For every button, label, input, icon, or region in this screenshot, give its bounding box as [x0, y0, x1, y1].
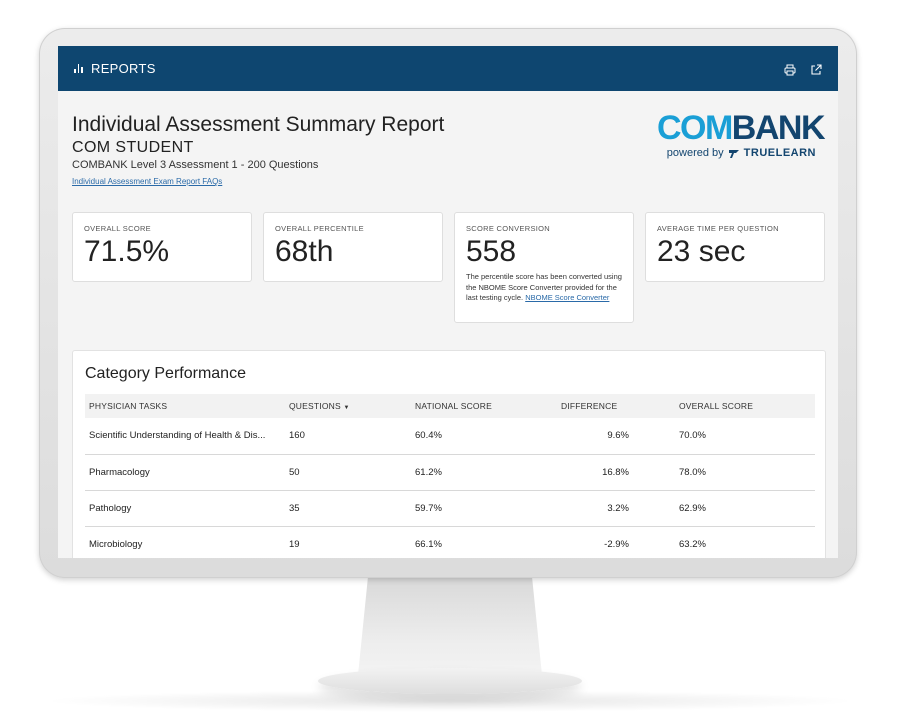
- table-header-row: PHYSICIAN TASKS QUESTIONS ▼ NATIONAL SCO…: [85, 394, 815, 418]
- monitor-stand-base: [318, 668, 582, 694]
- sort-down-icon: ▼: [343, 405, 350, 411]
- table-row[interactable]: Pharmacology 50 61.2% 16.8% 78.0%: [85, 454, 815, 491]
- screen: REPORTS Individual Assessment Summary Re…: [58, 46, 838, 558]
- faq-link[interactable]: Individual Assessment Exam Report FAQs: [72, 177, 223, 186]
- monitor-stand-neck: [357, 575, 543, 685]
- col-physician-tasks[interactable]: PHYSICIAN TASKS: [89, 401, 168, 411]
- assessment-name: COMBANK Level 3 Assessment 1 - 200 Quest…: [72, 159, 319, 171]
- table-row[interactable]: Microbiology 19 66.1% -2.9% 63.2%: [85, 526, 815, 558]
- category-performance-panel: Category Performance PHYSICIAN TASKS QUE…: [72, 350, 826, 558]
- table-row[interactable]: Scientific Understanding of Health & Dis…: [85, 418, 815, 455]
- combank-logo: COMBANK powered by TRUELEARN: [656, 109, 826, 159]
- score-cards: OVERALL SCORE 71.5% OVERALL PERCENTILE 6…: [72, 212, 826, 324]
- col-difference[interactable]: DIFFERENCE: [561, 401, 618, 411]
- col-overall-score[interactable]: OVERALL SCORE: [679, 401, 754, 411]
- overall-percentile-card: OVERALL PERCENTILE 68th: [263, 212, 443, 282]
- overall-score-card: OVERALL SCORE 71.5%: [72, 212, 252, 282]
- col-questions[interactable]: QUESTIONS ▼: [289, 401, 350, 411]
- floor-shadow: [40, 690, 860, 712]
- table-row[interactable]: Pathology 35 59.7% 3.2% 62.9%: [85, 490, 815, 527]
- page-title: Individual Assessment Summary Report: [72, 113, 445, 136]
- reports-label: REPORTS: [91, 61, 156, 76]
- external-link-icon[interactable]: [810, 63, 822, 75]
- average-time-card: AVERAGE TIME PER QUESTION 23 sec: [645, 212, 825, 282]
- top-bar: REPORTS: [58, 46, 838, 91]
- student-name: COM STUDENT: [72, 139, 194, 156]
- reports-button[interactable]: REPORTS: [74, 61, 156, 76]
- bar-chart-icon: [74, 64, 83, 73]
- print-icon[interactable]: [784, 63, 796, 75]
- truelearn-mark-icon: [728, 148, 739, 158]
- section-title: Category Performance: [85, 365, 246, 382]
- category-table: PHYSICIAN TASKS QUESTIONS ▼ NATIONAL SCO…: [85, 394, 815, 558]
- score-conversion-card: SCORE CONVERSION 558 The percentile scor…: [454, 212, 634, 323]
- col-national-score[interactable]: NATIONAL SCORE: [415, 401, 492, 411]
- report-header: Individual Assessment Summary Report COM…: [58, 91, 838, 213]
- nbome-converter-link[interactable]: NBOME Score Converter: [525, 293, 610, 302]
- score-conversion-note: The percentile score has been converted …: [466, 272, 622, 302]
